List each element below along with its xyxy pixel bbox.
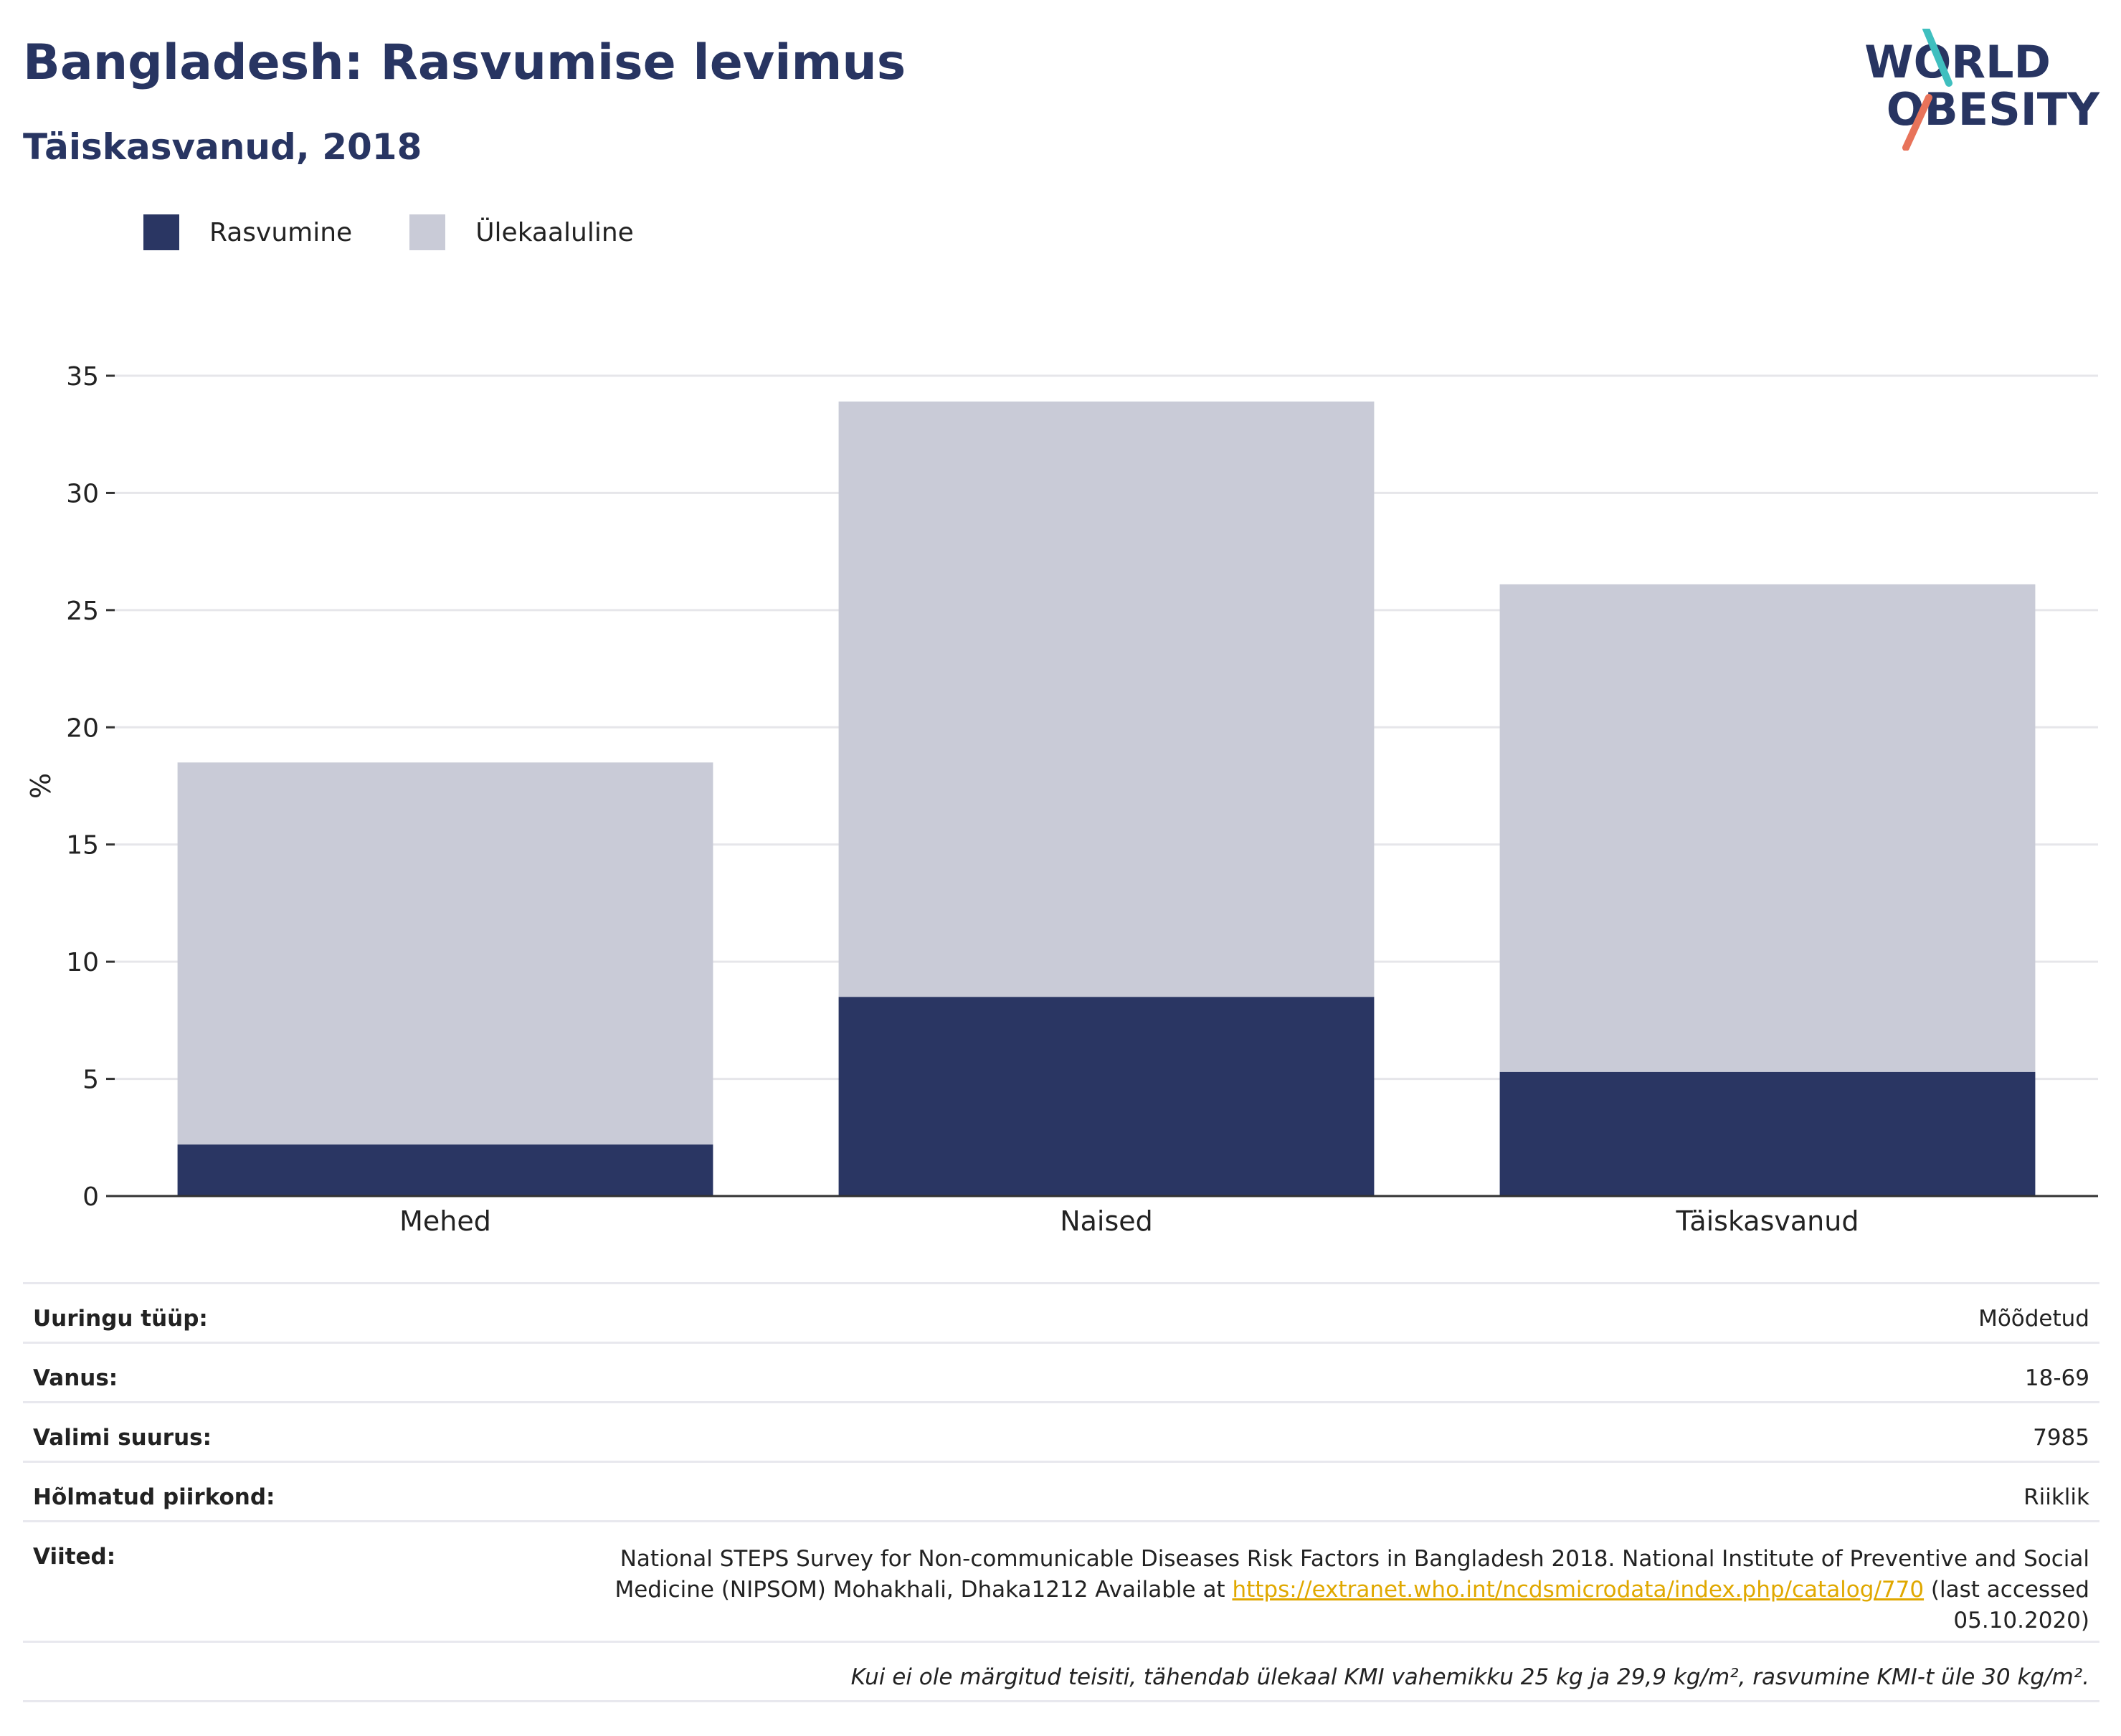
meta-value-age: 18-69	[2024, 1365, 2089, 1391]
meta-label-sample-size: Valimi suurus:	[33, 1425, 212, 1451]
bar-obesity-1	[838, 997, 1375, 1196]
x-tick-label: Täiskasvanud	[1676, 1205, 1859, 1237]
y-tick-label: 5	[82, 1066, 99, 1095]
definition-note: Kui ei ole märgitud teisiti, tähendab ül…	[850, 1664, 2089, 1690]
meta-row-sample-size: Valimi suurus: 7985	[23, 1401, 2099, 1461]
y-tick-label: 20	[66, 713, 99, 743]
reference-accessed: (last accessed 05.10.2020)	[1924, 1577, 2089, 1633]
legend-swatch-overweight	[409, 214, 446, 250]
meta-label-region: Hõlmatud piirkond:	[33, 1484, 275, 1510]
meta-value-survey-type: Mõõdetud	[1978, 1306, 2089, 1332]
meta-row-note: Kui ei ole märgitud teisiti, tähendab ül…	[23, 1641, 2099, 1700]
meta-bottom-divider	[23, 1700, 2099, 1702]
legend-swatch-obesity	[143, 214, 179, 250]
meta-value-sample-size: 7985	[2033, 1425, 2089, 1451]
legend-item-overweight: Ülekaaluline	[409, 214, 634, 250]
y-tick-label: 30	[66, 479, 99, 508]
world-obesity-logo: WORLD OBESITY	[1863, 29, 2099, 151]
y-axis-label: %	[25, 773, 57, 799]
meta-row-age: Vanus: 18-69	[23, 1342, 2099, 1401]
y-tick-label: 10	[66, 948, 99, 977]
reference-text: National STEPS Survey for Non-communicab…	[615, 1546, 2089, 1603]
bar-chart: 0 5 10 15 20 25 30 35% Mehed Naised Täiskasvanud	[25, 362, 2098, 1237]
y-tick-label: 35	[66, 362, 99, 392]
meta-label-age: Vanus:	[33, 1365, 118, 1391]
logo-slash-icon	[1902, 29, 1952, 151]
bar-overweight-2	[1499, 584, 2036, 1072]
reference-link[interactable]: https://extranet.who.int/ncdsmicrodata/i…	[1232, 1577, 1925, 1603]
bar-obesity-2	[1499, 1071, 2036, 1196]
meta-label-survey-type: Uuringu tüüp:	[33, 1306, 208, 1332]
bar-overweight-0	[177, 762, 713, 1145]
metadata-table: Uuringu tüüp: Mõõdetud Vanus: 18-69 Vali…	[23, 1282, 2099, 1702]
y-tick-label: 25	[66, 597, 99, 626]
meta-row-survey-type: Uuringu tüüp: Mõõdetud	[23, 1282, 2099, 1342]
legend-label-obesity: Rasvumine	[209, 217, 353, 247]
legend-label-overweight: Ülekaaluline	[475, 217, 634, 247]
logo-line-1: WORLD	[1864, 36, 2051, 88]
chart-legend: Rasvumine Ülekaaluline	[143, 212, 677, 252]
legend-item-obesity: Rasvumine	[143, 214, 352, 250]
meta-value-region: Riiklik	[2023, 1484, 2089, 1510]
bar-obesity-0	[177, 1144, 713, 1196]
meta-row-references: Viited: National STEPS Survey for Non-co…	[23, 1520, 2099, 1641]
bar-overweight-1	[838, 401, 1375, 997]
meta-value-references: National STEPS Survey for Non-communicab…	[591, 1544, 2089, 1636]
y-tick-label: 0	[82, 1182, 99, 1212]
x-tick-label: Naised	[1060, 1205, 1153, 1237]
meta-label-references: Viited:	[33, 1544, 116, 1570]
chart-subtitle: Täiskasvanud, 2018	[23, 126, 422, 168]
y-tick-label: 15	[66, 831, 99, 860]
chart-title: Bangladesh: Rasvumise levimus	[23, 34, 906, 91]
x-tick-label: Mehed	[399, 1205, 491, 1237]
meta-row-region: Hõlmatud piirkond: Riiklik	[23, 1461, 2099, 1520]
